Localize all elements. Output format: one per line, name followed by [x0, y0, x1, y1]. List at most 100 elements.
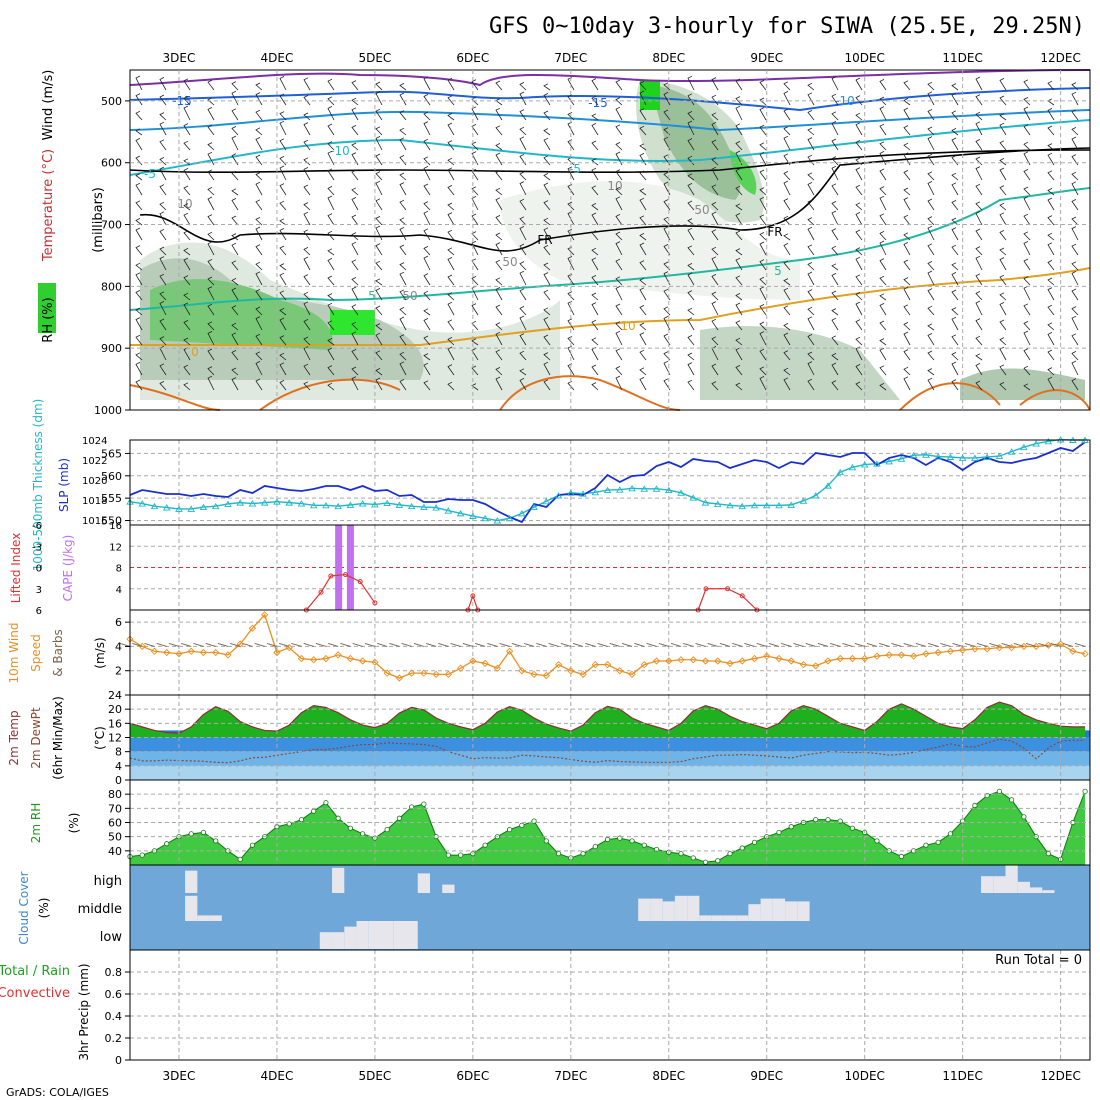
wind-barb — [663, 181, 671, 196]
cloud-middle-cell — [687, 895, 700, 921]
wind10-barb — [291, 642, 302, 647]
wind-barb — [975, 139, 983, 151]
temp2m-label-3: (6hr Min/Max) — [51, 696, 65, 780]
wind-barb — [855, 364, 863, 376]
wind10-barb — [132, 642, 143, 647]
wind-barb — [663, 244, 671, 256]
thickness-point — [995, 452, 1004, 460]
wind-barb — [735, 150, 743, 166]
x-tick-label-top: 12DEC — [1040, 51, 1080, 65]
wind-barb — [951, 200, 959, 211]
wind-barb — [1071, 351, 1079, 361]
wind10-barb — [462, 642, 473, 647]
wind10-barb — [830, 642, 841, 647]
wind-barb — [855, 256, 863, 271]
wind-barb — [231, 126, 239, 136]
wind-barb — [831, 156, 839, 166]
wind-barb — [807, 378, 815, 391]
thickness-point — [579, 490, 587, 497]
wind-barb — [615, 231, 623, 241]
wind-barb — [879, 320, 887, 331]
wind-barb — [591, 123, 599, 136]
wind-barb — [351, 241, 359, 256]
pressure-tick-label: 700 — [101, 219, 122, 232]
wind-barb — [231, 81, 239, 91]
wind-barb — [1023, 213, 1031, 226]
wind-barb — [1071, 315, 1079, 331]
wind10-barb — [205, 642, 216, 647]
thickness-tick-label: 565 — [101, 447, 122, 460]
x-tick-label-top: 11DEC — [942, 51, 982, 65]
wind-barb — [327, 123, 335, 136]
wind-barb — [615, 258, 623, 271]
wind10-barb — [340, 642, 351, 647]
wind-barb — [807, 110, 815, 121]
wind-barb — [1047, 332, 1055, 346]
x-tick-label-bottom: 7DEC — [554, 1069, 587, 1083]
wind-barb — [615, 106, 623, 121]
wind10-point — [395, 674, 404, 682]
cloud-high-cell — [442, 884, 455, 893]
wind-barb — [927, 171, 935, 181]
wind-barb — [327, 382, 335, 391]
wind-barb — [1047, 322, 1055, 331]
wind-barb — [471, 240, 479, 256]
wind-barb — [519, 136, 527, 151]
wind-barb — [447, 77, 455, 91]
thickness-point — [493, 517, 502, 524]
thickness-point — [383, 499, 391, 507]
wind-barb — [303, 95, 311, 106]
wind10-barb — [842, 642, 853, 647]
wind-barb — [639, 125, 647, 136]
wind-barb — [567, 94, 575, 106]
wind-barb — [423, 353, 431, 361]
wind-barb — [999, 167, 1007, 181]
wind-barb — [879, 258, 887, 271]
x-tick-label-bottom: 8DEC — [652, 1069, 685, 1083]
wind10-barb — [1001, 642, 1012, 647]
wind-barb — [855, 202, 863, 211]
wind-barb — [927, 377, 935, 391]
wind-barb — [687, 245, 695, 256]
wind-barb — [519, 261, 527, 271]
rh2m-point — [311, 808, 317, 814]
wind-barb — [327, 195, 335, 211]
wind-barb — [615, 321, 623, 331]
wind-barb — [687, 227, 695, 241]
wind-barb — [423, 273, 431, 286]
lifted-index-point — [739, 593, 745, 599]
temp2m-line — [129, 701, 1086, 734]
wind-barb — [927, 81, 935, 91]
wind-barb — [303, 229, 311, 241]
wind-barb — [711, 139, 719, 151]
wind-barb — [423, 138, 431, 151]
wind10-point — [150, 647, 159, 655]
wind-barb — [591, 292, 599, 301]
wind-barb — [807, 172, 815, 181]
wind-barb — [855, 336, 863, 346]
slp-axis-label: SLP (mb) — [57, 458, 71, 512]
wind-barb — [759, 304, 767, 316]
rh2m-point — [396, 815, 402, 821]
wind-barb — [687, 173, 695, 181]
wind-barb — [807, 271, 815, 286]
wind-barb — [591, 364, 599, 376]
wind10-point — [616, 667, 624, 675]
wind-barb — [495, 304, 503, 316]
wind-barb — [519, 216, 527, 226]
wind-barb — [375, 350, 383, 361]
rh2m-point — [935, 839, 941, 845]
contour-label: -5 — [144, 167, 156, 181]
wind-barb — [615, 79, 623, 91]
contour-label: 5 — [774, 264, 782, 278]
wind-barb — [135, 227, 143, 241]
wind-barb — [471, 213, 479, 226]
pressure-tick-label: 1000 — [94, 404, 122, 417]
wind-barb — [639, 242, 647, 256]
wind-barb — [543, 379, 551, 391]
wind-barb — [615, 186, 623, 196]
wind-barb — [351, 142, 359, 151]
wind-barb — [735, 248, 743, 256]
wind10-barb — [217, 642, 229, 647]
wind-barb — [807, 137, 815, 151]
